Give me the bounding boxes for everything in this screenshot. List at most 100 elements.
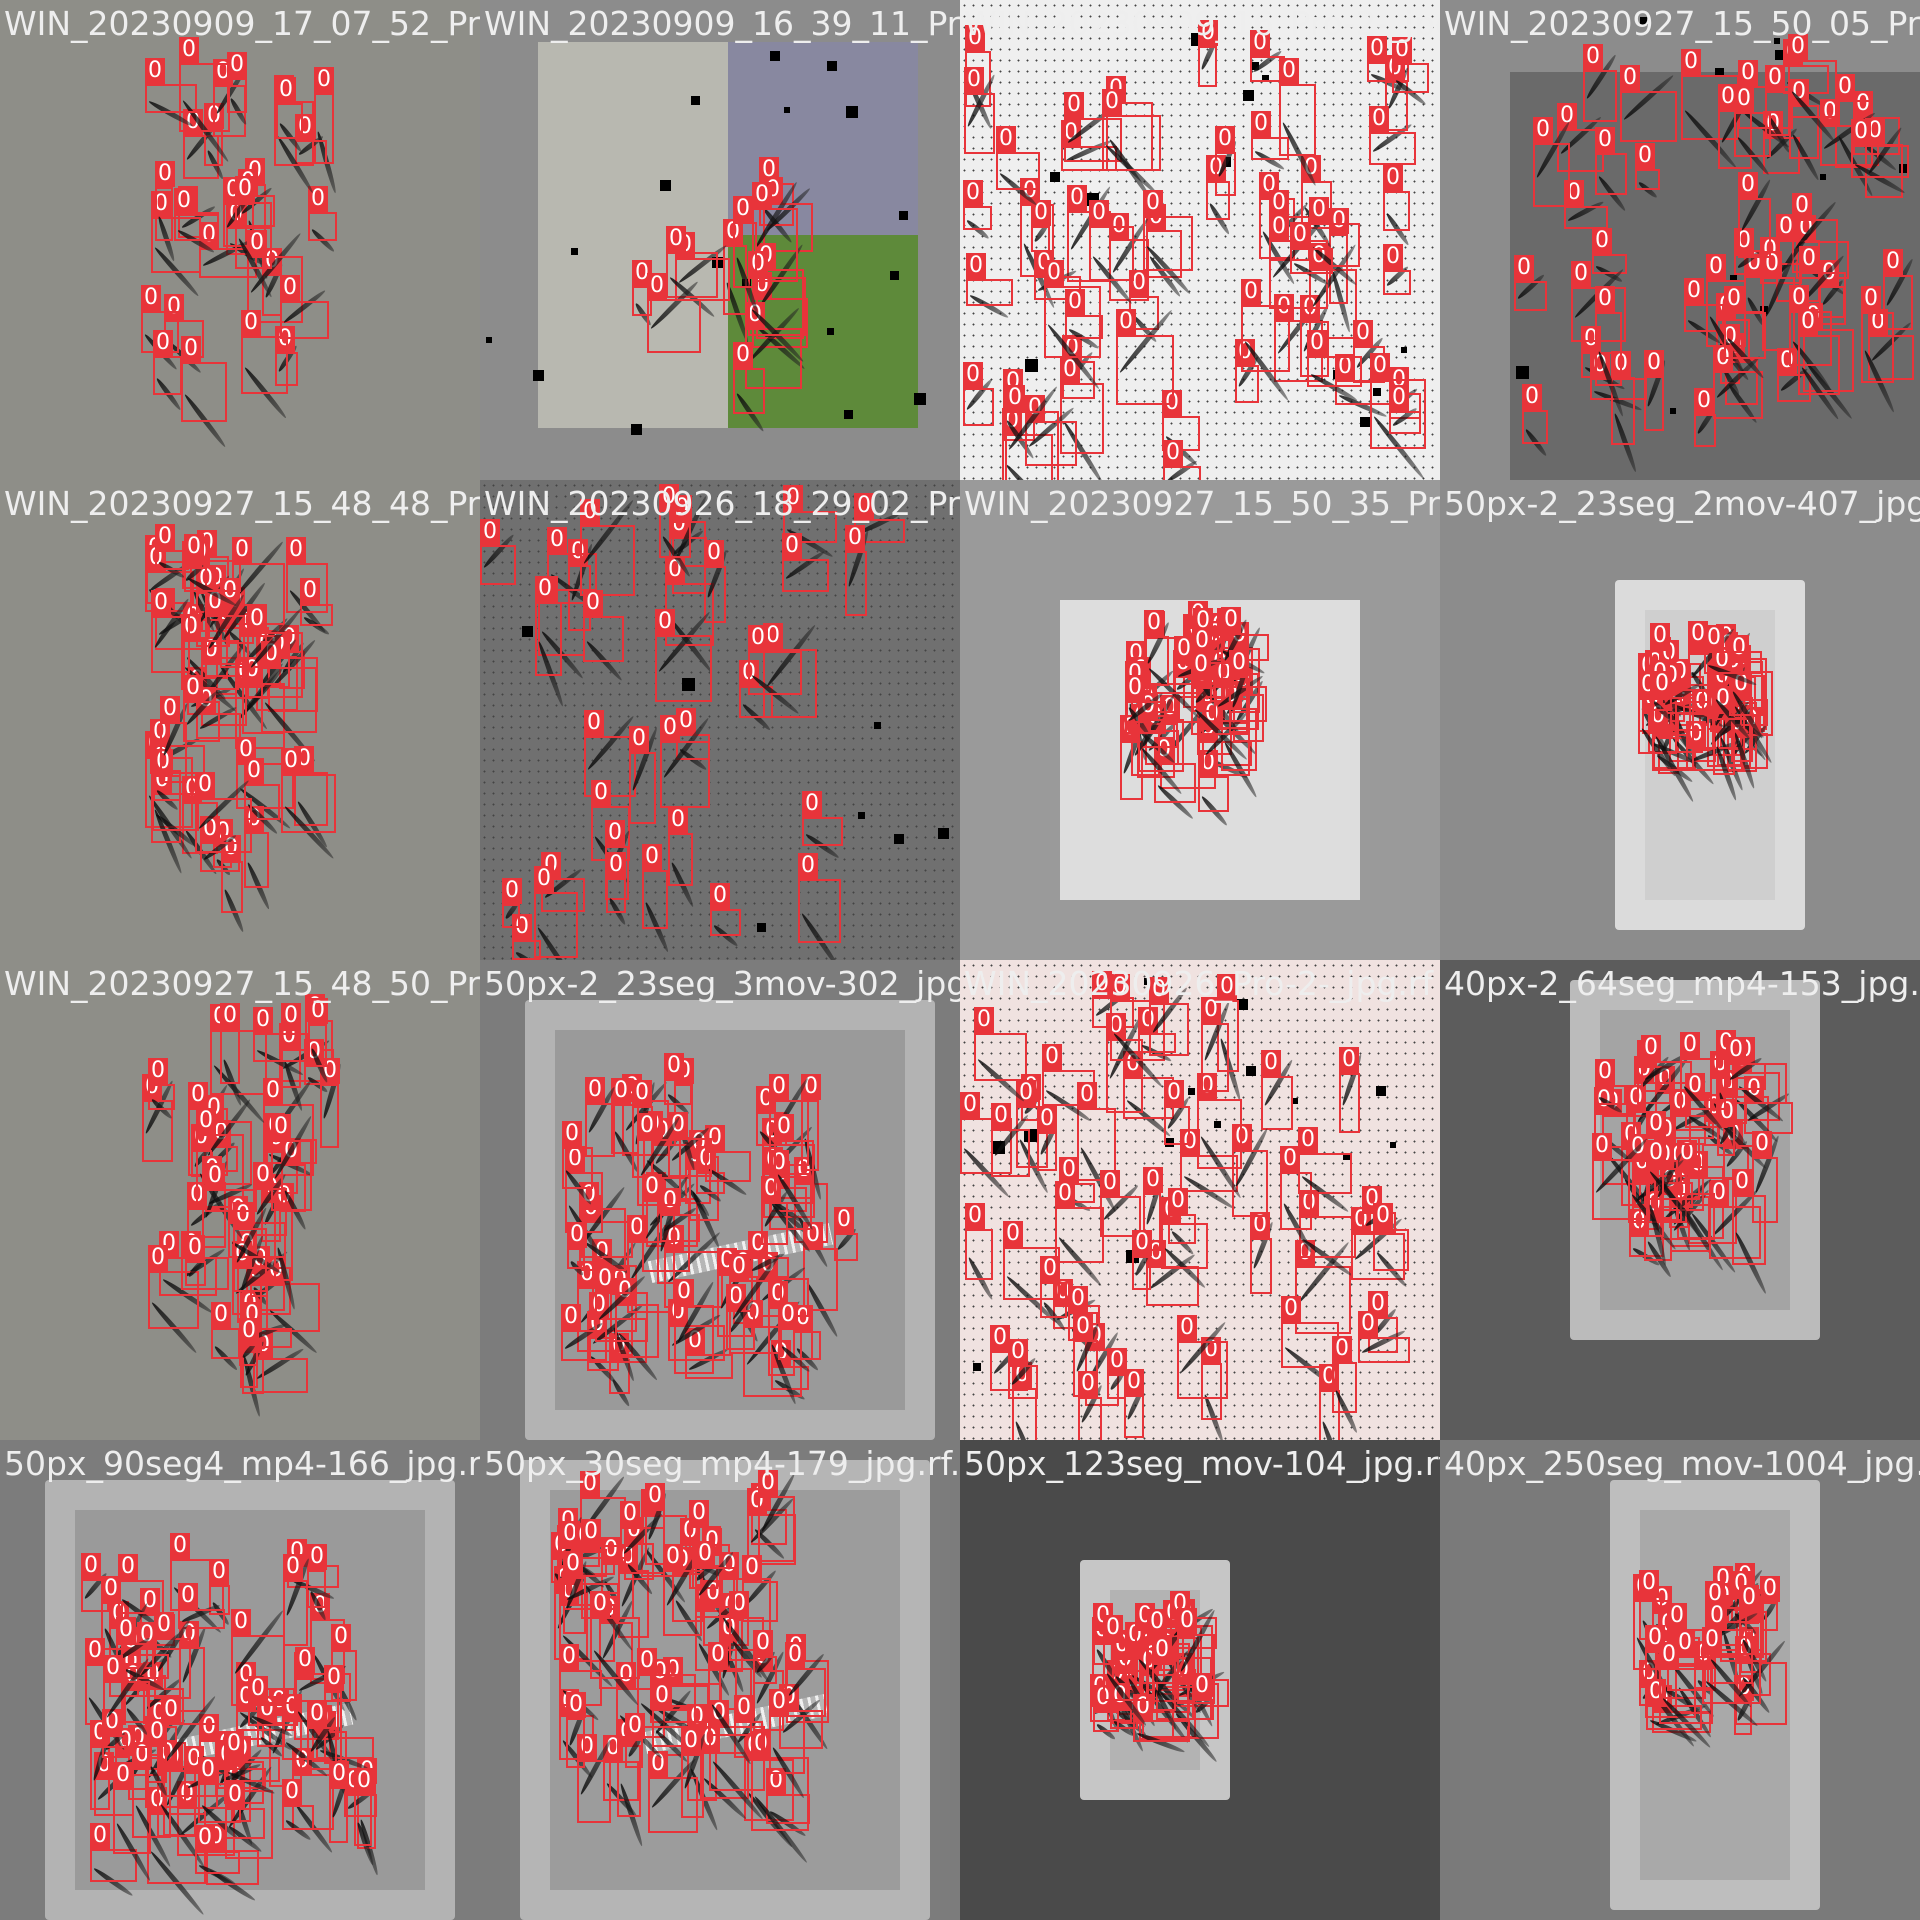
detection-box — [708, 1668, 752, 1736]
class-label: 0 — [1383, 244, 1403, 270]
class-label: 0 — [966, 253, 986, 279]
detection-box — [1116, 335, 1174, 405]
class-label: 0 — [116, 1617, 136, 1643]
class-label: 0 — [90, 1823, 110, 1849]
class-label: 0 — [1269, 214, 1289, 240]
class-label: 0 — [798, 853, 818, 879]
detection-box — [1149, 1003, 1189, 1056]
noise-square — [858, 812, 865, 819]
detection-box — [567, 1248, 585, 1269]
detection-box — [1093, 1711, 1119, 1732]
detection-box — [1709, 1206, 1761, 1259]
detection-box — [1044, 286, 1101, 358]
noise-square — [894, 834, 904, 844]
class-label: 0 — [1144, 610, 1164, 636]
detection-box — [148, 1084, 175, 1110]
class-label: 0 — [834, 1207, 854, 1233]
detection-box — [1646, 1166, 1664, 1237]
detection-box — [1201, 1023, 1229, 1092]
detection-box — [248, 1702, 298, 1726]
detection-box — [1702, 1653, 1761, 1704]
noise-square — [691, 96, 700, 105]
detection-box — [1704, 651, 1762, 674]
detection-box — [1281, 1322, 1339, 1368]
class-label: 0 — [282, 1779, 302, 1805]
detection-box — [1514, 281, 1547, 311]
class-label: 0 — [1339, 1047, 1359, 1073]
detection-box — [211, 1328, 240, 1359]
class-label: 0 — [642, 1174, 662, 1200]
detection-box — [758, 1496, 795, 1562]
detection-box — [1661, 689, 1704, 714]
mosaic-tile: 0000000000000000000000000000000000000000… — [1440, 960, 1920, 1440]
detection-box — [1732, 1195, 1766, 1265]
class-label: 0 — [1132, 1230, 1152, 1256]
class-label: 0 — [181, 336, 201, 362]
detection-box — [834, 1233, 858, 1261]
class-label: 0 — [1557, 103, 1577, 129]
detection-box — [541, 878, 585, 912]
detection-box — [282, 1805, 314, 1830]
class-label: 0 — [1646, 1140, 1666, 1166]
class-label: 0 — [759, 157, 779, 183]
class-label: 0 — [1152, 1637, 1172, 1663]
detection-box — [182, 567, 207, 589]
class-label: 0 — [660, 1188, 680, 1214]
class-label: 0 — [145, 58, 165, 84]
detection-box — [1110, 1000, 1165, 1061]
detection-box — [1635, 169, 1660, 190]
class-label: 0 — [300, 578, 320, 604]
class-label: 0 — [581, 1519, 601, 1545]
detection-box — [666, 252, 718, 298]
detection-box — [535, 602, 562, 676]
detection-box — [241, 336, 288, 394]
class-label: 0 — [1738, 60, 1758, 86]
detection-box — [103, 1681, 150, 1748]
class-label: 0 — [1652, 671, 1672, 697]
noise-square — [874, 722, 881, 729]
class-label: 0 — [148, 1058, 168, 1084]
class-label: 0 — [247, 230, 267, 256]
class-label: 0 — [1163, 440, 1183, 466]
detection-box — [563, 1577, 586, 1634]
detection-box — [624, 1543, 654, 1580]
detection-box — [1680, 1058, 1726, 1110]
detection-box — [1192, 1699, 1214, 1720]
noise-square — [938, 828, 949, 839]
class-label: 0 — [1373, 1203, 1393, 1229]
class-label: 0 — [179, 37, 199, 63]
detection-box — [174, 214, 219, 241]
detection-box — [1250, 1238, 1272, 1294]
class-label: 0 — [1103, 1615, 1123, 1641]
detection-box — [1777, 374, 1811, 402]
class-label: 0 — [161, 1697, 181, 1723]
mosaic-tile: 0000000000000000000000000000000000000000… — [1440, 480, 1920, 960]
detection-box — [991, 1129, 1030, 1177]
class-label: 0 — [704, 540, 724, 566]
detection-box — [1644, 1217, 1672, 1261]
detection-box — [733, 222, 757, 288]
class-label: 0 — [183, 675, 203, 701]
detection-box — [181, 1257, 229, 1290]
detection-box — [632, 286, 652, 316]
class-label: 0 — [1193, 608, 1213, 634]
detection-box — [1107, 1374, 1126, 1399]
detection-box — [1694, 414, 1716, 447]
detection-box — [566, 1718, 585, 1768]
class-label: 0 — [307, 1544, 327, 1570]
detection-box — [1389, 411, 1421, 434]
detection-box — [1008, 1365, 1038, 1399]
class-label: 0 — [1726, 1037, 1746, 1063]
detection-box — [1729, 661, 1763, 716]
class-label: 0 — [148, 1245, 168, 1271]
detection-box — [664, 1251, 723, 1308]
detection-box — [220, 1029, 240, 1084]
detection-box — [1654, 1168, 1682, 1221]
tile-filename-caption: 50px-2_23seg_2mov-407_jpg.rf.5 — [1444, 484, 1920, 523]
class-label: 0 — [153, 749, 173, 775]
noise-square — [631, 424, 642, 435]
class-label: 0 — [1129, 270, 1149, 296]
noise-square — [1343, 1153, 1350, 1160]
class-label: 0 — [1164, 1080, 1184, 1106]
detection-box — [1717, 1125, 1735, 1156]
